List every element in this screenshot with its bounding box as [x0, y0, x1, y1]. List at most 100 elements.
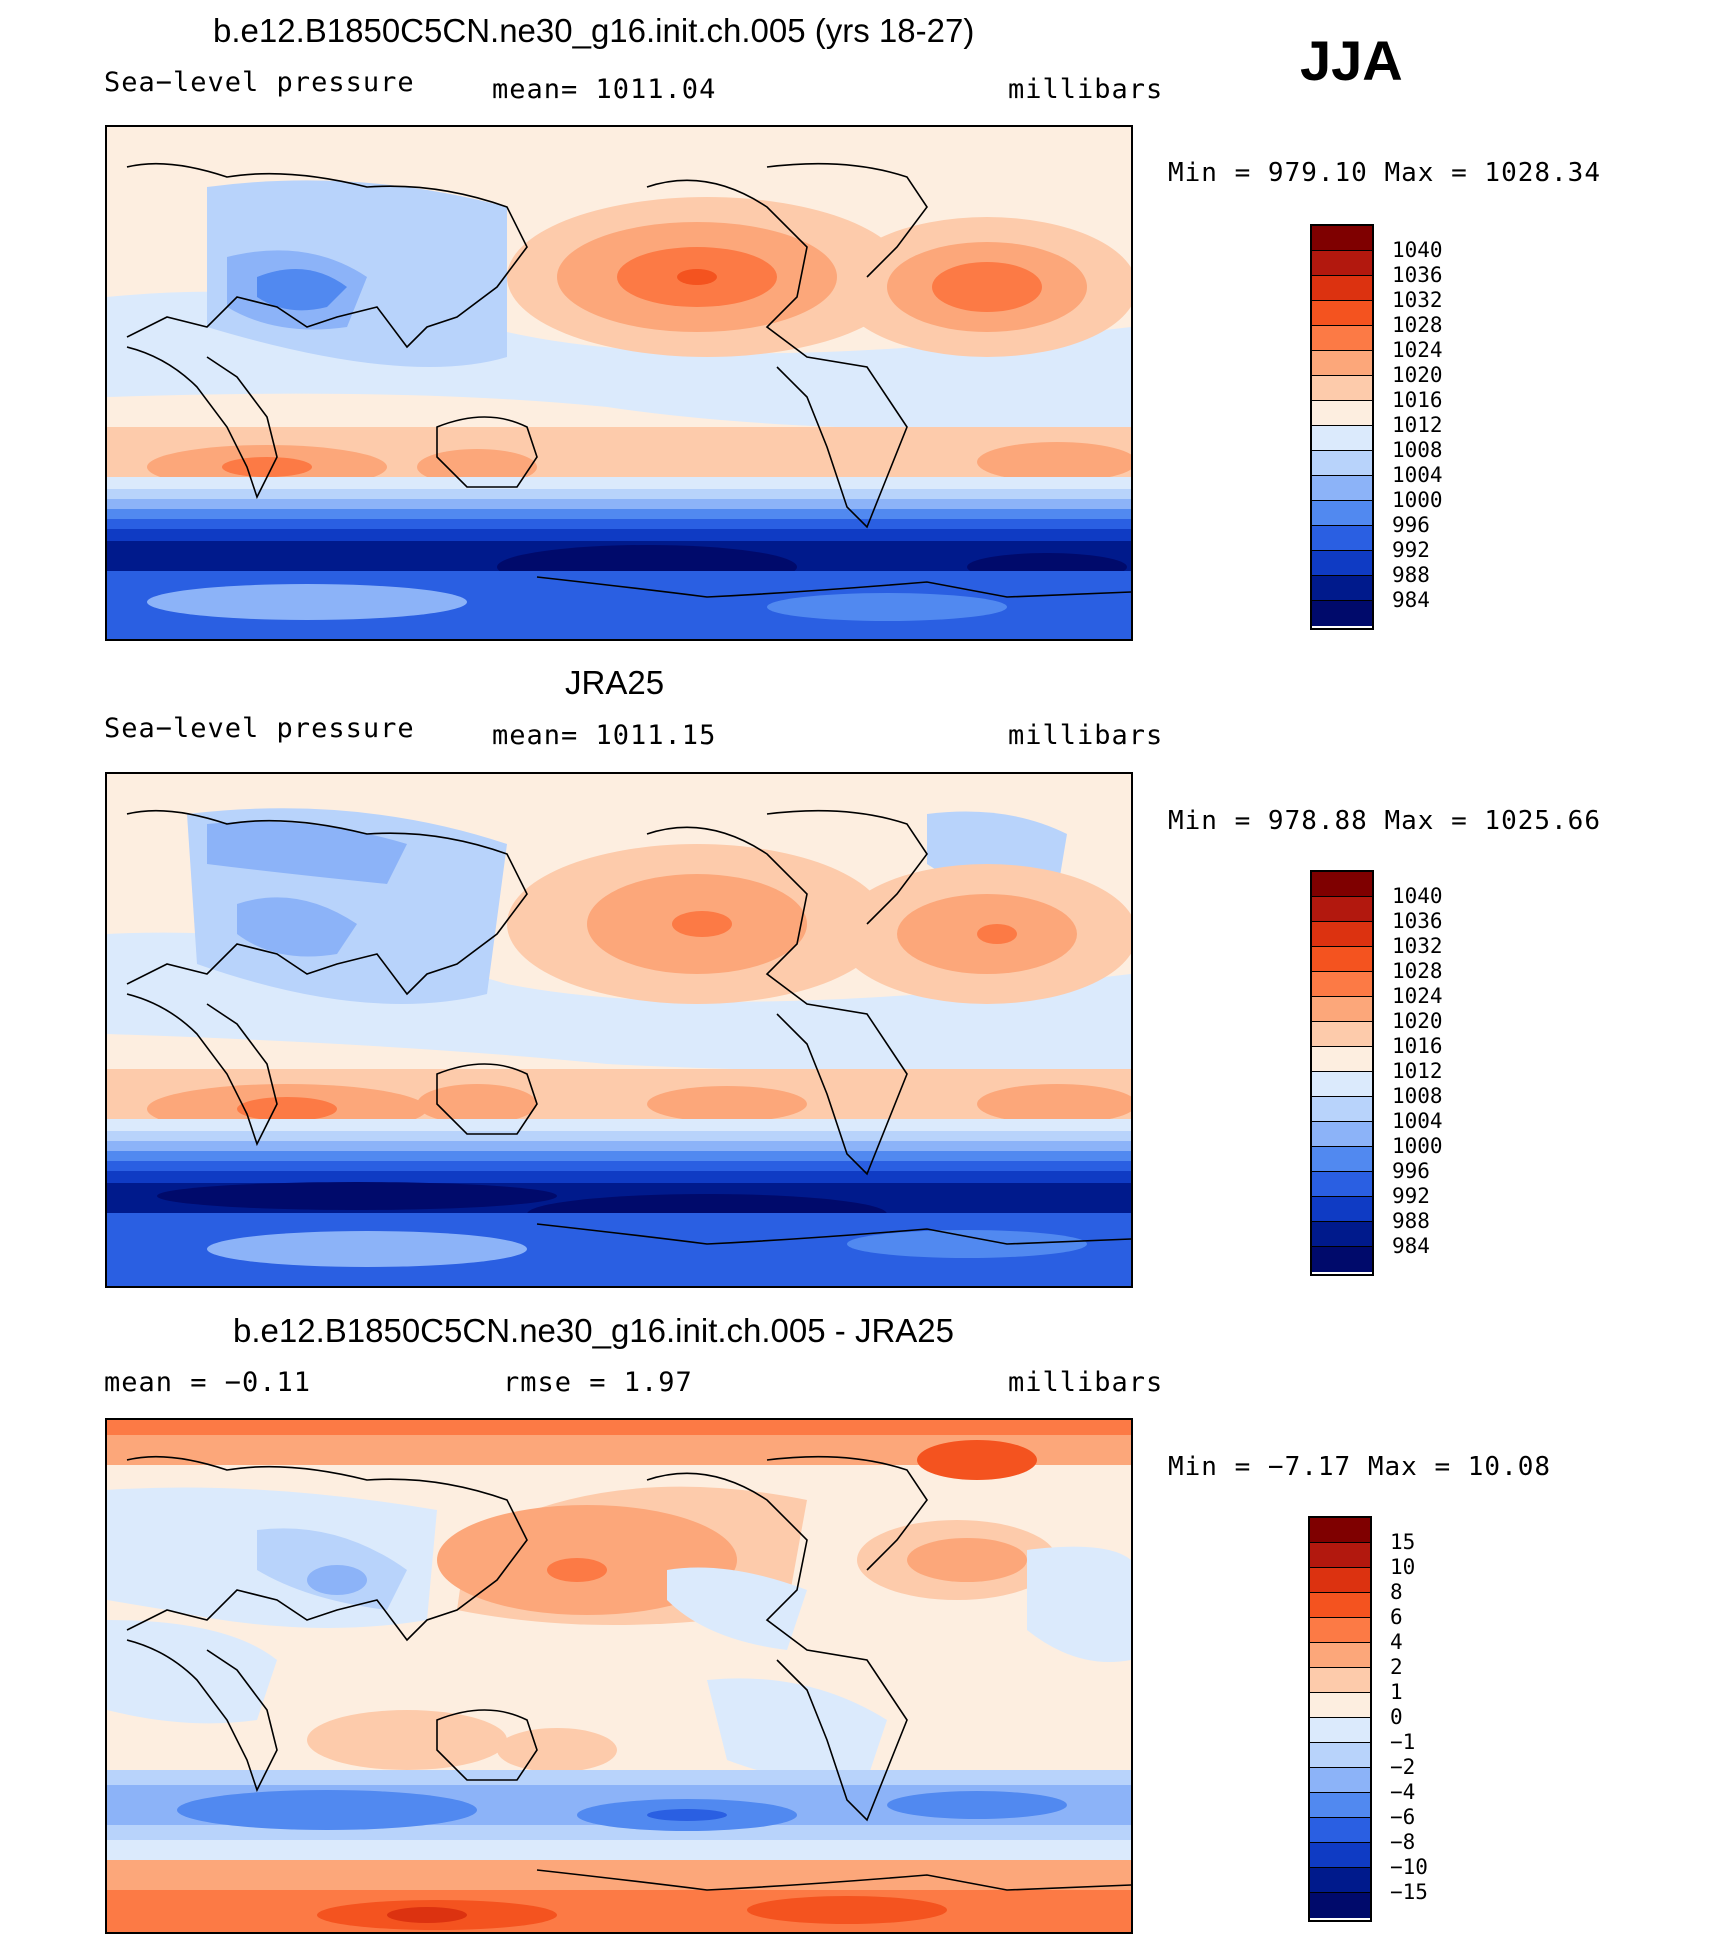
panel2-colorbar-label: 1000	[1392, 1134, 1443, 1158]
panel3-colorbar-box	[1310, 1843, 1370, 1868]
panel2-colorbar-label: 996	[1392, 1159, 1430, 1183]
panel3-colorbar-label: 10	[1390, 1555, 1416, 1579]
panel1-colorbar-label: 1016	[1392, 388, 1443, 412]
panel1-colorbar-box	[1312, 301, 1372, 326]
panel1-colorbar-label: 1020	[1392, 363, 1443, 387]
panel2-colorbar-label: 1016	[1392, 1034, 1443, 1058]
panel1-colorbar-box	[1312, 376, 1372, 401]
panel1-colorbar-label: 996	[1392, 513, 1430, 537]
panel3-colorbar-label: 15	[1390, 1530, 1416, 1554]
panel1-colorbar-label: 984	[1392, 588, 1430, 612]
panel1-colorbar-box	[1312, 276, 1372, 301]
panel2-minmax: Min = 978.88 Max = 1025.66	[1168, 806, 1601, 836]
panel3-mean-label: mean = −0.11	[104, 1367, 312, 1398]
panel1-colorbar-label: 1008	[1392, 438, 1443, 462]
panel1-units-label: millibars	[1008, 74, 1164, 105]
panel2-colorbar-box	[1312, 1197, 1372, 1222]
panel3-colorbar-box	[1310, 1643, 1370, 1668]
panel1-colorbar-box	[1312, 551, 1372, 576]
panel3-colorbar-box	[1310, 1543, 1370, 1568]
panel2-colorbar-box	[1312, 947, 1372, 972]
panel3-colorbar-label: 6	[1390, 1605, 1403, 1629]
panel2-colorbar-box	[1312, 1247, 1372, 1272]
panel3-colorbar-box	[1310, 1693, 1370, 1718]
panel3-map	[105, 1418, 1133, 1934]
panel2-colorbar-box	[1312, 972, 1372, 997]
panel2-colorbar-label: 992	[1392, 1184, 1430, 1208]
panel2-colorbar-label: 1040	[1392, 884, 1443, 908]
panel1-colorbar-label: 1000	[1392, 488, 1443, 512]
panel1-minmax: Min = 979.10 Max = 1028.34	[1168, 158, 1601, 188]
panel3-colorbar-box	[1310, 1893, 1370, 1918]
panel1-colorbar-label: 992	[1392, 538, 1430, 562]
panel1-colorbar-label: 1032	[1392, 288, 1443, 312]
panel3-colorbar-box	[1310, 1768, 1370, 1793]
panel2-colorbar-box	[1312, 872, 1372, 897]
panel2-colorbar-label: 1028	[1392, 959, 1443, 983]
panel3-colorbar-box	[1310, 1793, 1370, 1818]
panel1-colorbar-box	[1312, 226, 1372, 251]
panel3-map-svg	[107, 1420, 1131, 1932]
panel2-colorbar-box	[1312, 1122, 1372, 1147]
panel3-colorbar-label: −6	[1390, 1805, 1416, 1829]
panel1-colorbar-box	[1312, 576, 1372, 601]
panel1-colorbar-box	[1312, 401, 1372, 426]
panel1-colorbar-box	[1312, 476, 1372, 501]
panel2-colorbar-label: 1020	[1392, 1009, 1443, 1033]
panel3-colorbar-label: 0	[1390, 1705, 1403, 1729]
panel3-colorbar-box	[1310, 1743, 1370, 1768]
panel2-colorbar-label: 1032	[1392, 934, 1443, 958]
panel2-title: JRA25	[565, 664, 665, 701]
panel2-units-label: millibars	[1008, 720, 1164, 751]
panel2-colorbar-label: 1008	[1392, 1084, 1443, 1108]
panel2-colorbar-label: 1036	[1392, 909, 1443, 933]
panel2-map	[105, 772, 1133, 1288]
panel3-colorbar-box	[1310, 1593, 1370, 1618]
panel2-colorbar-box	[1312, 1222, 1372, 1247]
panel2-colorbar-box	[1312, 922, 1372, 947]
panel3-colorbar-box	[1310, 1818, 1370, 1843]
panel3-colorbar-label: 2	[1390, 1655, 1403, 1679]
panel1-colorbar-box	[1312, 326, 1372, 351]
panel2-colorbar-label: 1004	[1392, 1109, 1443, 1133]
panel3-colorbar-label: −10	[1390, 1855, 1428, 1879]
panel1-colorbar-box	[1312, 501, 1372, 526]
panel3-colorbar-box	[1310, 1518, 1370, 1543]
panel2-variable-label: Sea−level pressure	[104, 713, 415, 744]
panel1-mean-label: mean= 1011.04	[492, 74, 717, 105]
panel1-map	[105, 125, 1133, 641]
panel1-title: b.e12.B1850C5CN.ne30_g16.init.ch.005 (yr…	[213, 12, 975, 49]
panel1-map-svg	[107, 127, 1131, 639]
panel3-colorbar-box	[1310, 1718, 1370, 1743]
panel1-colorbar	[1310, 224, 1374, 630]
panel3-colorbar-label: 4	[1390, 1630, 1403, 1654]
panel1-colorbar-label: 1012	[1392, 413, 1443, 437]
panel3-colorbar-box	[1310, 1868, 1370, 1893]
panel3-colorbar-label: −15	[1390, 1880, 1428, 1904]
panel2-colorbar-box	[1312, 1147, 1372, 1172]
panel2-colorbar-box	[1312, 1047, 1372, 1072]
panel3-minmax: Min = −7.17 Max = 10.08	[1168, 1452, 1552, 1482]
panel1-colorbar-box	[1312, 601, 1372, 626]
panel2-colorbar-box	[1312, 997, 1372, 1022]
panel2-colorbar	[1310, 870, 1374, 1276]
panel1-colorbar-label: 1004	[1392, 463, 1443, 487]
panel2-colorbar-label: 1012	[1392, 1059, 1443, 1083]
panel2-map-svg	[107, 774, 1131, 1286]
panel1-colorbar-box	[1312, 526, 1372, 551]
panel1-colorbar-box	[1312, 426, 1372, 451]
panel3-colorbar-label: −2	[1390, 1755, 1416, 1779]
panel2-colorbar-box	[1312, 1022, 1372, 1047]
panel1-colorbar-label: 988	[1392, 563, 1430, 587]
panel3-colorbar-label: −4	[1390, 1780, 1416, 1804]
panel3-colorbar-label: −1	[1390, 1730, 1416, 1754]
panel3-colorbar-label: −8	[1390, 1830, 1416, 1854]
panel3-colorbar-box	[1310, 1618, 1370, 1643]
panel1-colorbar-label: 1028	[1392, 313, 1443, 337]
panel3-rmse-label: rmse = 1.97	[503, 1367, 693, 1398]
panel2-mean-label: mean= 1011.15	[492, 720, 717, 751]
panel2-colorbar-box	[1312, 1072, 1372, 1097]
panel3-colorbar-label: 1	[1390, 1680, 1403, 1704]
panel1-colorbar-label: 1024	[1392, 338, 1443, 362]
panel1-colorbar-label: 1040	[1392, 238, 1443, 262]
